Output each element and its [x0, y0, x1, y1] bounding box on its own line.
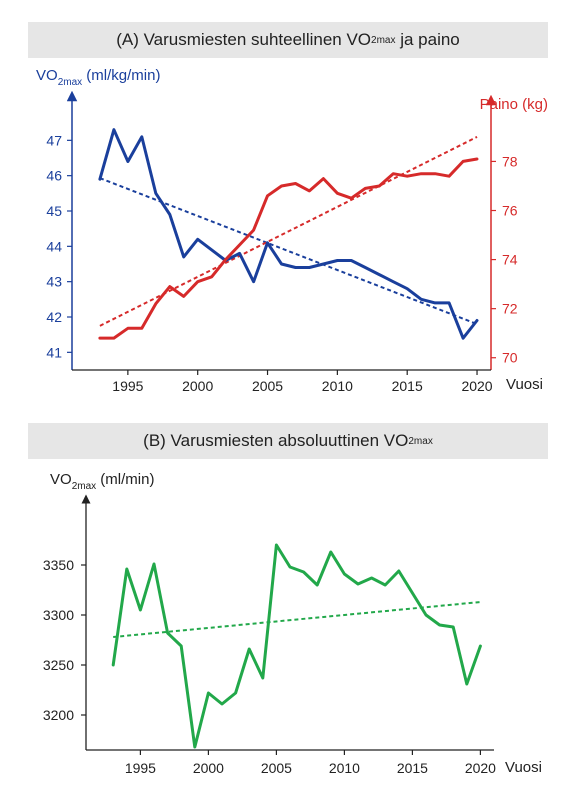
panel-a-left-axis-title-tail: (ml/kg/min) [82, 67, 160, 84]
panel-b-x-tick-label: 2005 [261, 760, 292, 776]
panel-b-y-tick-label: 3250 [43, 657, 74, 673]
panel-b-x-axis-title: Vuosi [505, 759, 542, 776]
panel-a-vo2-line [98, 128, 479, 340]
panel-a-left-tick-label: 43 [46, 274, 62, 290]
panel-a-x-axis-title: Vuosi [506, 376, 543, 393]
panel-b-x-tick-label: 2015 [397, 760, 428, 776]
panel-a-x-tick-label: 2020 [461, 378, 492, 394]
panel-a-right-axis-title: Paino (kg) [480, 96, 548, 113]
panel-a-left-tick-label: 44 [46, 238, 62, 254]
panel-b-vo2-line [111, 543, 482, 749]
panel-a-right-tick-label: 72 [502, 301, 518, 317]
panel-b-y-tick-label: 3350 [43, 557, 74, 573]
panel-b-y-axis-title-main: VO [50, 471, 72, 488]
panel-b-y-axis-title-tail: (ml/min) [96, 471, 154, 488]
panel-b-y-tick-label: 3300 [43, 607, 74, 623]
panel-a-title-sub: 2max [371, 34, 396, 46]
panel-a-x-tick-label: 2015 [392, 378, 423, 394]
panel-a-title: (A) Varusmiesten suhteellinen VO 2max ja … [28, 22, 548, 58]
panel-a-plot: 1995 2000 2005 2010 2015 2020 41 42 43 44 45 46 47 70… [46, 128, 518, 394]
panel-a-left-axis-title-main: VO [36, 67, 58, 84]
panel-a-left-tick-label: 46 [46, 168, 62, 184]
panel-a-right-tick-label: 78 [502, 153, 518, 169]
panel-a-x-tick-label: 2005 [252, 378, 283, 394]
panel-a-title-tail: ja paino [395, 30, 460, 49]
panel-a-right-tick-label: 76 [502, 203, 518, 219]
panel-b-plot: 1995 2000 2005 2010 2015 2020 3200 3250 3300 3350 [43, 543, 496, 776]
panel-a-left-tick-label: 42 [46, 309, 62, 325]
panel-a-vo2-trend-line [99, 177, 478, 325]
panel-a-left-axis-title: VO2max (ml/kg/min) [36, 67, 160, 88]
panel-a-x-tick-label: 1995 [112, 378, 143, 394]
panel-b-title: (B) Varusmiesten absoluuttinen VO 2max [28, 423, 548, 459]
panel-b-title-sub: 2max [408, 435, 433, 447]
panel-a-title-main: (A) Varusmiesten suhteellinen VO [116, 30, 372, 49]
panel-a-left-tick-label: 45 [46, 203, 62, 219]
panel-b-x-tick-label: 2020 [465, 760, 496, 776]
panel-b-y-tick-label: 3200 [43, 707, 74, 723]
panel-a-left-tick-label: 41 [46, 344, 62, 360]
panel-b-y-axis-title-sub: 2max [72, 481, 96, 492]
panel-a-left-tick-label: 47 [46, 132, 62, 148]
panel-a-right-tick-label: 70 [502, 350, 518, 366]
panel-a-right-tick-label: 74 [502, 252, 518, 268]
panel-b-x-tick-label: 2010 [329, 760, 360, 776]
panel-b-y-axis-title: VO2max (ml/min) [50, 471, 154, 492]
panel-b-title-main: (B) Varusmiesten absoluuttinen VO [143, 431, 409, 450]
panel-a-x-tick-label: 2000 [182, 378, 213, 394]
panel-a-left-axis-title-sub: 2max [58, 77, 82, 88]
panel-b-x-tick-label: 2000 [193, 760, 224, 776]
panel-a-weight-line [98, 157, 479, 340]
panel-b-trend-line [113, 601, 481, 638]
panel-b-x-tick-label: 1995 [125, 760, 156, 776]
panel-a-x-tick-label: 2010 [322, 378, 353, 394]
